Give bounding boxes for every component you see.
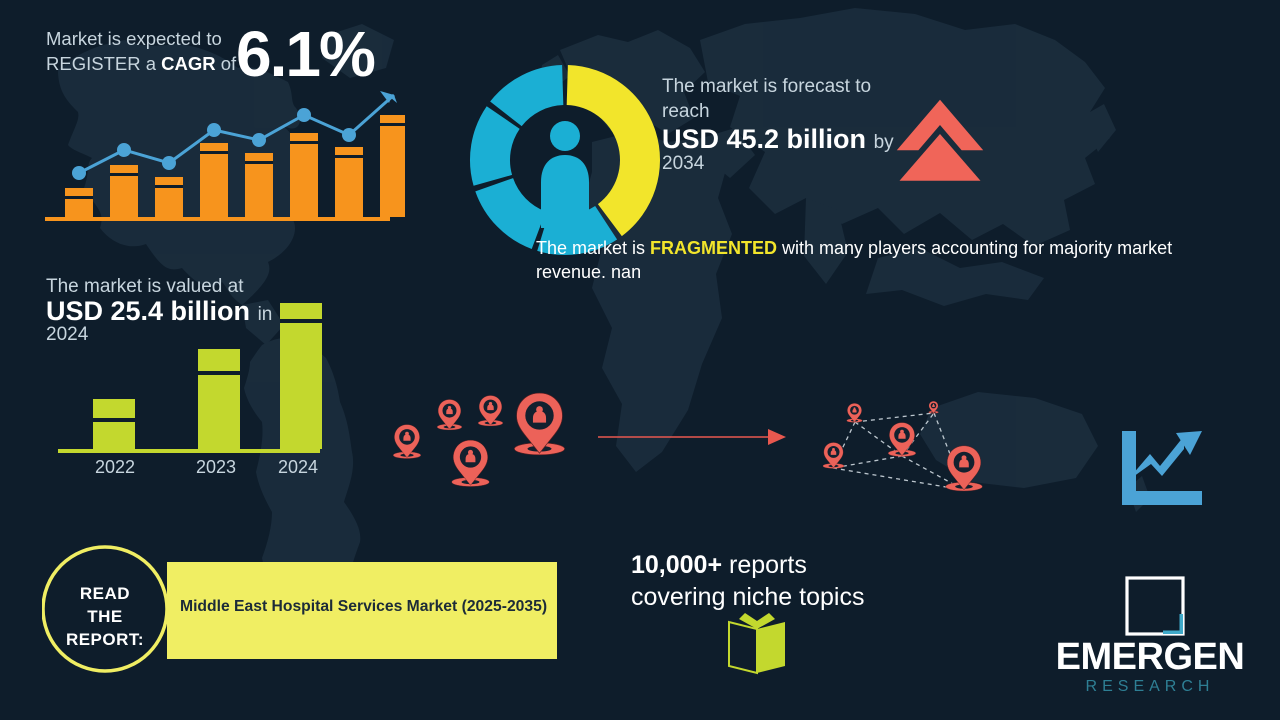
svg-text:2024: 2024 [278, 457, 318, 477]
svg-text:2023: 2023 [196, 457, 236, 477]
svg-text:2022: 2022 [95, 457, 135, 477]
